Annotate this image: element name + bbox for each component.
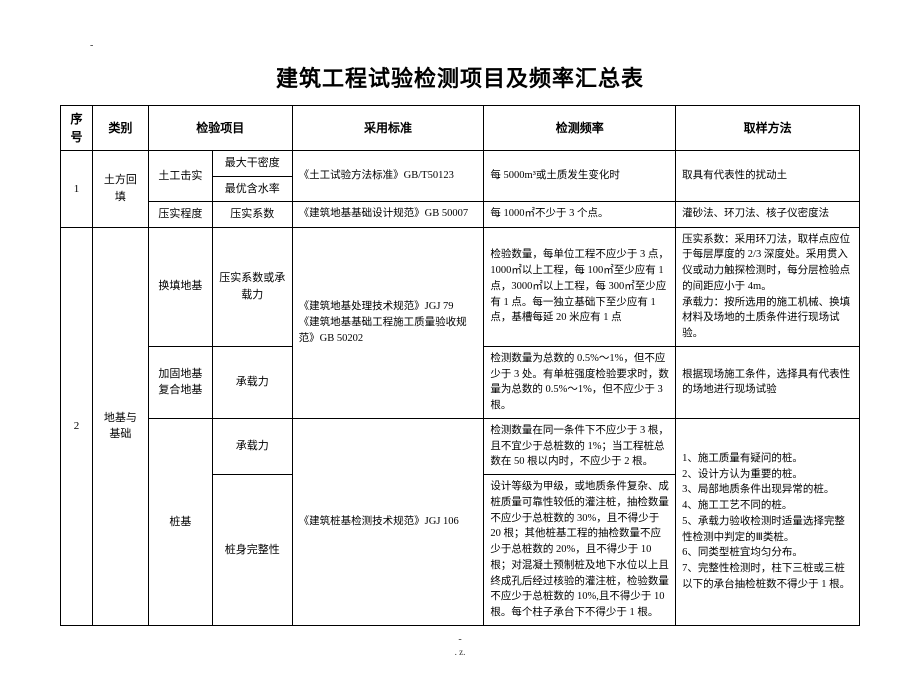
cell-proj2: 最大干密度	[212, 151, 292, 177]
summary-table: 序号 类别 检验项目 采用标准 检测频率 取样方法 1 土方回填 土工击实 最大…	[60, 105, 860, 626]
header-project: 检验项目	[148, 106, 292, 151]
header-seq: 序号	[61, 106, 93, 151]
cell-proj2: 桩身完整性	[212, 475, 292, 626]
cell-frequency: 设计等级为甲级，或地质条件复杂、成桩质量可靠性较低的灌注桩，抽检数量不应少于总桩…	[484, 475, 676, 626]
cell-proj1: 压实程度	[148, 202, 212, 228]
cell-standard: 《建筑地基基础设计规范》GB 50007	[292, 202, 484, 228]
cell-frequency: 检测数量为总数的 0.5%～1%，但不应少于 3 处。有单桩强度检验要求时，数量…	[484, 346, 676, 418]
header-category: 类别	[92, 106, 148, 151]
cell-method: 1、施工质量有疑问的桩。2、设计方认为重要的桩。3、局部地质条件出现异常的桩。4…	[676, 418, 860, 625]
top-dash-mark: -	[90, 40, 860, 51]
cell-proj1: 加固地基复合地基	[148, 346, 212, 418]
cell-frequency: 每 1000㎡不少于 3 个点。	[484, 202, 676, 228]
header-method: 取样方法	[676, 106, 860, 151]
cell-frequency: 每 5000m³或土质发生变化时	[484, 151, 676, 202]
cell-frequency: 检验数量，每单位工程不应少于 3 点，1000㎡以上工程，每 100㎡至少应有 …	[484, 227, 676, 346]
table-row: 压实程度 压实系数 《建筑地基基础设计规范》GB 50007 每 1000㎡不少…	[61, 202, 860, 228]
cell-proj2: 承载力	[212, 346, 292, 418]
cell-proj1: 桩基	[148, 418, 212, 625]
page-number-mark: . z.	[60, 647, 860, 657]
cell-category: 土方回填	[92, 151, 148, 228]
cell-method: 灌砂法、环刀法、核子仪密度法	[676, 202, 860, 228]
cell-seq: 1	[61, 151, 93, 228]
cell-category: 地基与基础	[92, 227, 148, 625]
cell-proj1: 换填地基	[148, 227, 212, 346]
cell-method: 取具有代表性的扰动土	[676, 151, 860, 202]
cell-method: 根据现场施工条件，选择具有代表性的场地进行现场试验	[676, 346, 860, 418]
cell-frequency: 检测数量在同一条件下不应少于 3 根，且不宜少于总桩数的 1%；当工程桩总数在 …	[484, 418, 676, 474]
cell-method: 压实系数：采用环刀法，取样点应位于每层厚度的 2/3 深度处。采用贯入仪或动力触…	[676, 227, 860, 346]
table-row: 2 地基与基础 换填地基 压实系数或承载力 《建筑地基处理技术规范》JGJ 79…	[61, 227, 860, 346]
table-row: 1 土方回填 土工击实 最大干密度 《土工试验方法标准》GB/T50123 每 …	[61, 151, 860, 177]
bottom-dash-mark: -	[60, 634, 860, 645]
cell-proj2: 压实系数	[212, 202, 292, 228]
cell-standard: 《建筑地基处理技术规范》JGJ 79《建筑地基基础工程施工质量验收规范》GB 5…	[292, 227, 484, 418]
cell-standard: 《土工试验方法标准》GB/T50123	[292, 151, 484, 202]
table-header-row: 序号 类别 检验项目 采用标准 检测频率 取样方法	[61, 106, 860, 151]
cell-seq: 2	[61, 227, 93, 625]
cell-proj2: 压实系数或承载力	[212, 227, 292, 346]
header-standard: 采用标准	[292, 106, 484, 151]
cell-proj2: 承载力	[212, 418, 292, 474]
page-title: 建筑工程试验检测项目及频率汇总表	[60, 61, 860, 93]
cell-proj2: 最优含水率	[212, 176, 292, 202]
cell-standard: 《建筑桩基检测技术规范》JGJ 106	[292, 418, 484, 625]
cell-proj1: 土工击实	[148, 151, 212, 202]
header-frequency: 检测频率	[484, 106, 676, 151]
table-row: 桩基 承载力 《建筑桩基检测技术规范》JGJ 106 检测数量在同一条件下不应少…	[61, 418, 860, 474]
